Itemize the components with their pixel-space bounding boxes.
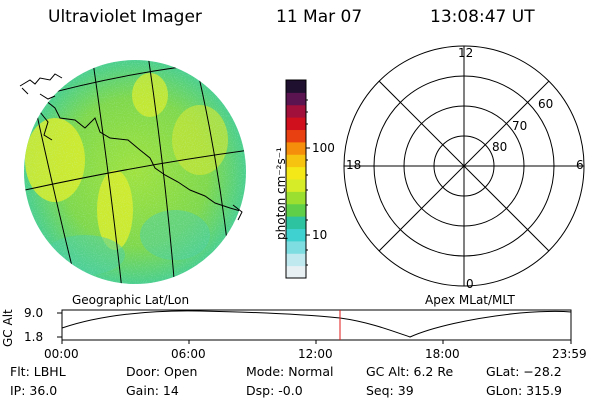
colorbar-frame <box>285 79 307 279</box>
orbit-xtick-2: 12:00 <box>298 347 333 361</box>
colorbar-band <box>286 117 306 131</box>
colorbar <box>286 80 306 279</box>
status-ip: IP: 36.0 <box>10 383 58 398</box>
colorbar-unit-label: photon cm⁻²s⁻¹ <box>274 147 288 240</box>
colorbar-band <box>286 80 306 93</box>
status-glon: GLon: 315.9 <box>486 383 562 398</box>
colorbar-band <box>286 216 306 230</box>
mlt-label-18: 18 <box>346 158 362 172</box>
orbit-ytick-top: 9.0 <box>24 306 44 320</box>
orbit-ylabel: GC Alt <box>1 309 15 347</box>
colorbar-band <box>286 92 306 106</box>
orbit-xtick-4: 23:59 <box>552 347 587 361</box>
colorbar-tick-10: 10 <box>312 228 328 242</box>
status-dsp: Dsp: -0.0 <box>246 383 303 398</box>
orbit-plot <box>57 309 572 344</box>
colorbar-band <box>286 203 306 217</box>
colorbar-band <box>286 104 306 118</box>
colorbar-band <box>286 191 306 205</box>
polar-grid <box>343 45 585 287</box>
colorbar-ticks <box>306 99 310 266</box>
orbit-plot-frame <box>61 309 572 341</box>
orbit-plot-ticks <box>57 312 572 344</box>
status-mode: Mode: Normal <box>246 364 334 379</box>
colorbar-band <box>286 240 306 254</box>
orbit-xtick-1: 06:00 <box>171 347 206 361</box>
colorbar-band <box>286 253 306 267</box>
mlt-label-0: 0 <box>466 277 474 291</box>
orbit-xtick-0: 00:00 <box>44 347 79 361</box>
mlat-label-80: 80 <box>492 140 508 154</box>
colorbar-band <box>286 228 306 242</box>
colorbar-band <box>286 179 306 192</box>
status-door: Door: Open <box>126 364 198 379</box>
time-label: 13:08:47 UT <box>430 7 535 27</box>
status-gain: Gain: 14 <box>126 383 179 398</box>
status-flt: Flt: LBHL <box>10 364 66 379</box>
colorbar-band <box>286 166 306 180</box>
date-label: 11 Mar 07 <box>276 7 363 27</box>
mlt-label-6: 6 <box>576 158 584 172</box>
status-gcalt: GC Alt: 6.2 Re <box>366 364 454 379</box>
mlt-label-12: 12 <box>458 46 474 60</box>
colorbar-band <box>286 141 306 155</box>
mlat-label-60: 60 <box>538 97 554 111</box>
colorbar-tick-100: 100 <box>312 141 335 155</box>
orbit-xtick-3: 18:00 <box>425 347 460 361</box>
orbit-ytick-bottom: 1.8 <box>24 330 44 344</box>
instrument-title: Ultraviolet Imager <box>48 7 202 27</box>
status-seq: Seq: 39 <box>366 383 414 398</box>
mlat-label-70: 70 <box>512 119 528 133</box>
colorbar-band <box>286 154 306 168</box>
colorbar-band <box>286 265 306 279</box>
altitude-curve <box>61 310 572 338</box>
geographic-caption: Geographic Lat/Lon <box>72 293 190 307</box>
apex-caption: Apex MLat/MLT <box>425 293 515 307</box>
colorbar-band <box>286 129 306 143</box>
status-glat: GLat: −28.2 <box>486 364 562 379</box>
uv-image-disc <box>19 60 246 284</box>
